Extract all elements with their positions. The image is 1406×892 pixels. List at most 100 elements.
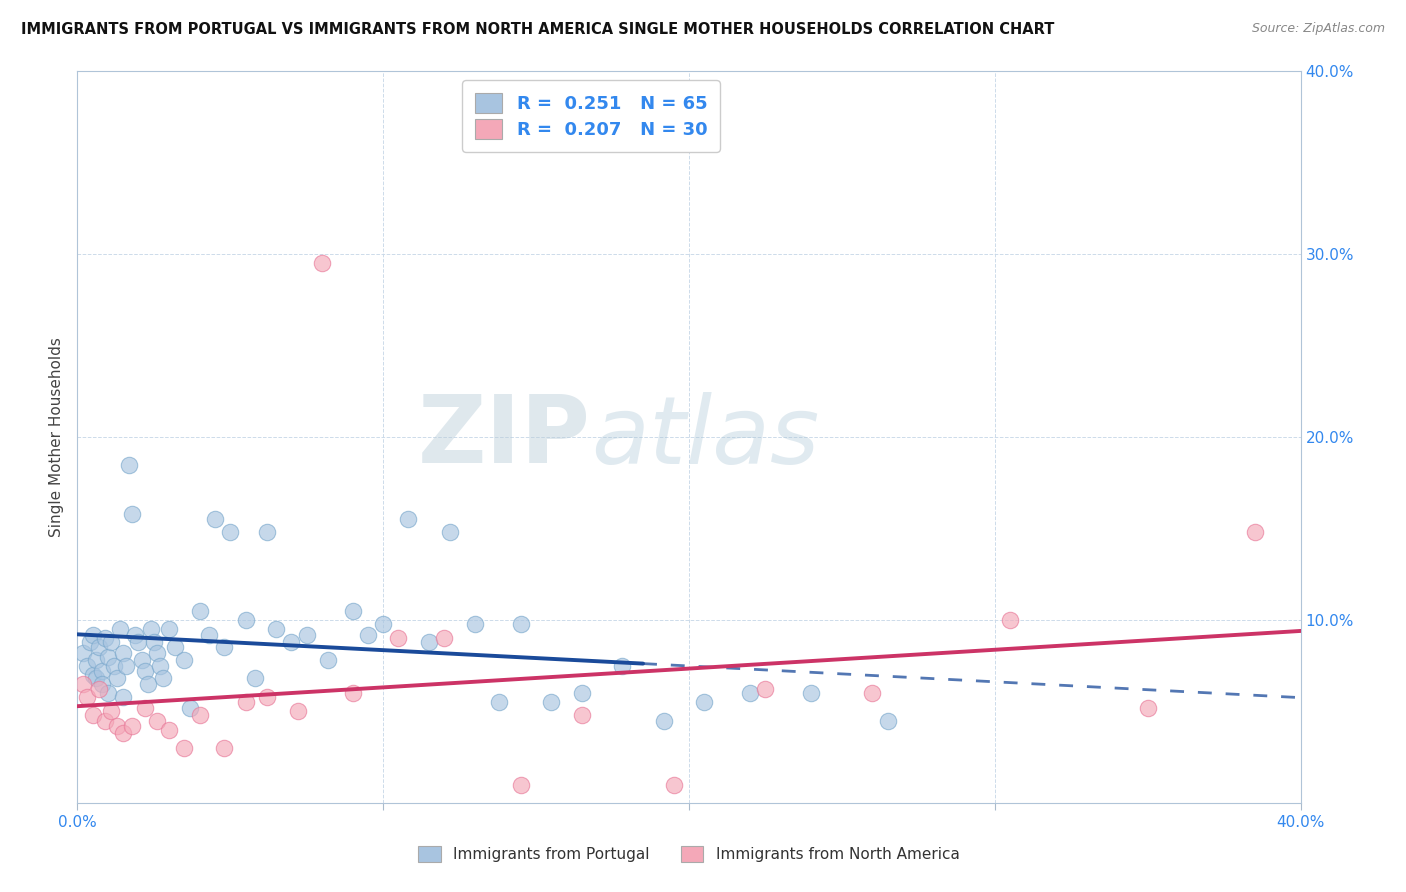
Point: [654, 714, 676, 728]
Point: [112, 690, 135, 704]
Point: [571, 708, 593, 723]
Point: [112, 726, 135, 740]
Point: [128, 635, 150, 649]
Point: [134, 664, 156, 678]
Point: [157, 622, 180, 636]
Point: [418, 635, 440, 649]
Point: [152, 672, 174, 686]
Point: [235, 613, 257, 627]
Text: atlas: atlas: [591, 392, 820, 483]
Point: [72, 646, 94, 660]
Point: [112, 646, 135, 660]
Point: [342, 686, 364, 700]
Y-axis label: Single Mother Households: Single Mother Households: [49, 337, 65, 537]
Point: [342, 604, 364, 618]
Point: [87, 640, 110, 655]
Point: [662, 777, 685, 792]
Point: [464, 616, 486, 631]
Point: [79, 635, 101, 649]
Point: [311, 256, 333, 270]
Point: [97, 649, 120, 664]
Point: [212, 640, 235, 655]
Point: [103, 658, 125, 673]
Point: [87, 682, 110, 697]
Point: [105, 719, 128, 733]
Point: [264, 622, 287, 636]
Point: [97, 686, 120, 700]
Point: [243, 672, 266, 686]
Point: [371, 616, 394, 631]
Point: [84, 672, 107, 686]
Point: [139, 622, 162, 636]
Point: [76, 690, 98, 704]
Point: [100, 635, 122, 649]
Point: [862, 686, 884, 700]
Point: [82, 667, 104, 681]
Point: [72, 677, 94, 691]
Point: [179, 700, 201, 714]
Point: [439, 525, 461, 540]
Point: [198, 627, 221, 641]
Point: [173, 653, 195, 667]
Point: [131, 653, 153, 667]
Point: [876, 714, 898, 728]
Point: [105, 672, 128, 686]
Point: [396, 512, 419, 526]
Point: [693, 695, 716, 709]
Point: [121, 507, 143, 521]
Point: [509, 616, 531, 631]
Point: [540, 695, 562, 709]
Point: [165, 640, 187, 655]
Point: [82, 627, 104, 641]
Point: [800, 686, 823, 700]
Point: [295, 627, 318, 641]
Point: [235, 695, 257, 709]
Point: [204, 512, 226, 526]
Point: [94, 632, 117, 646]
Point: [142, 635, 165, 649]
Point: [115, 658, 138, 673]
Point: [121, 719, 143, 733]
Text: ZIP: ZIP: [418, 391, 591, 483]
Point: [316, 653, 339, 667]
Point: [136, 677, 159, 691]
Point: [173, 740, 195, 755]
Point: [754, 682, 776, 697]
Point: [256, 690, 278, 704]
Point: [1243, 525, 1265, 540]
Text: IMMIGRANTS FROM PORTUGAL VS IMMIGRANTS FROM NORTH AMERICA SINGLE MOTHER HOUSEHOL: IMMIGRANTS FROM PORTUGAL VS IMMIGRANTS F…: [21, 22, 1054, 37]
Point: [433, 632, 456, 646]
Point: [90, 677, 112, 691]
Point: [287, 705, 309, 719]
Legend: Immigrants from Portugal, Immigrants from North America: Immigrants from Portugal, Immigrants fro…: [412, 839, 966, 868]
Point: [212, 740, 235, 755]
Point: [188, 604, 211, 618]
Point: [146, 646, 169, 660]
Point: [108, 622, 131, 636]
Point: [488, 695, 510, 709]
Point: [76, 658, 98, 673]
Point: [157, 723, 180, 737]
Point: [610, 658, 633, 673]
Point: [280, 635, 302, 649]
Point: [387, 632, 409, 646]
Point: [1136, 700, 1159, 714]
Point: [100, 705, 122, 719]
Point: [188, 708, 211, 723]
Point: [124, 627, 146, 641]
Point: [509, 777, 531, 792]
Point: [84, 653, 107, 667]
Point: [82, 708, 104, 723]
Point: [571, 686, 593, 700]
Point: [90, 664, 112, 678]
Point: [219, 525, 242, 540]
Point: [740, 686, 762, 700]
Point: [149, 658, 172, 673]
Point: [146, 714, 169, 728]
Text: Source: ZipAtlas.com: Source: ZipAtlas.com: [1251, 22, 1385, 36]
Point: [94, 714, 117, 728]
Point: [118, 458, 141, 472]
Point: [134, 700, 156, 714]
Point: [357, 627, 380, 641]
Point: [998, 613, 1021, 627]
